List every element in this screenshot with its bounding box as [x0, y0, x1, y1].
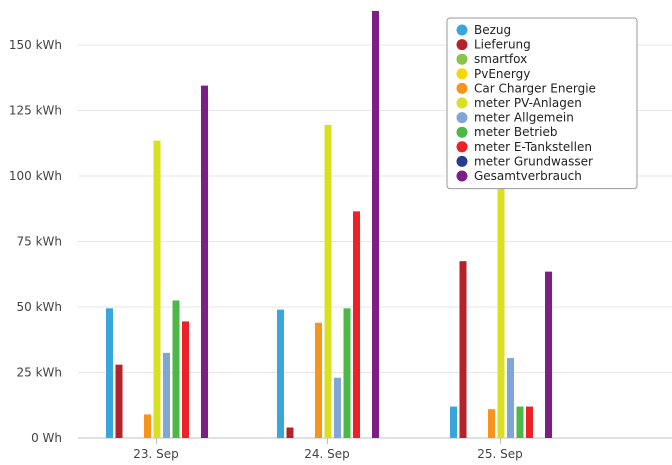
bar-meter-betrieb-2[interactable] — [516, 406, 524, 438]
legend-item-label[interactable]: PvEnergy — [474, 67, 530, 81]
bar-gesamtverbrauch-0[interactable] — [201, 85, 208, 439]
y-tick-label: 50 kWh — [16, 300, 62, 314]
bar-bezug-2[interactable] — [450, 406, 457, 438]
bar-meter-e-tankstellen-1[interactable] — [353, 211, 360, 438]
y-tick-label: 25 kWh — [16, 366, 62, 380]
legend-item-label[interactable]: smartfox — [474, 52, 527, 66]
bar-car-charger-energie-1[interactable] — [315, 322, 322, 438]
legend-marker — [456, 68, 468, 80]
legend-marker — [456, 155, 468, 167]
bar-meter-pv-anlagen-1[interactable] — [324, 124, 332, 438]
x-tick-label: 23. Sep — [133, 447, 179, 461]
legend-item-label[interactable]: meter Grundwasser — [474, 154, 593, 168]
legend-item-label[interactable]: Car Charger Energie — [474, 81, 596, 95]
legend-marker — [456, 24, 468, 36]
legend-item-label[interactable]: meter PV-Anlagen — [474, 96, 582, 110]
y-tick-label: 100 kWh — [9, 169, 62, 183]
bar-lieferung-1[interactable] — [286, 427, 294, 438]
bar-gesamtverbrauch-2[interactable] — [545, 271, 552, 438]
x-axis-tick-labels: 23. Sep 24. Sep 25. Sep — [133, 438, 523, 461]
y-tick-label: 125 kWh — [9, 104, 62, 118]
legend-item-label[interactable]: Bezug — [474, 23, 511, 37]
legend-marker — [456, 126, 468, 138]
y-tick-label: 150 kWh — [9, 38, 62, 52]
bar-meter-allgemein-0[interactable] — [163, 352, 170, 438]
bar-lieferung-2[interactable] — [459, 261, 467, 438]
legend-marker — [456, 82, 468, 94]
bar-car-charger-energie-0[interactable] — [144, 414, 151, 438]
bar-bezug-0[interactable] — [106, 308, 113, 438]
legend-marker — [456, 39, 468, 51]
legend-box — [446, 17, 638, 190]
bar-meter-allgemein-1[interactable] — [334, 377, 341, 438]
legend-item-label[interactable]: meter Betrieb — [474, 125, 558, 139]
legend-marker — [456, 112, 468, 124]
legend-item-label[interactable]: meter E-Tankstellen — [474, 140, 592, 154]
bar-car-charger-energie-2[interactable] — [488, 409, 495, 438]
y-tick-label: 0 Wh — [31, 431, 62, 445]
bar-meter-pv-anlagen-2[interactable] — [497, 173, 505, 438]
legend-marker — [456, 53, 468, 65]
bar-lieferung-0[interactable] — [115, 364, 123, 438]
bar-meter-e-tankstellen-2[interactable] — [526, 406, 533, 438]
bar-bezug-1[interactable] — [277, 309, 284, 438]
legend-item-label[interactable]: Lieferung — [474, 38, 531, 52]
y-axis-tick-labels: 0 Wh 25 kWh 50 kWh 75 kWh 100 kWh 125 kWh 150 … — [9, 38, 62, 445]
bar-meter-betrieb-0[interactable] — [172, 300, 180, 438]
bars — [106, 10, 552, 439]
legend-item-label[interactable]: Gesamtverbrauch — [474, 169, 582, 183]
legend-item-label[interactable]: meter Allgemein — [474, 111, 574, 125]
bar-meter-betrieb-1[interactable] — [343, 308, 351, 438]
x-tick-label: 25. Sep — [477, 447, 523, 461]
bar-meter-allgemein-2[interactable] — [507, 358, 514, 438]
bar-meter-e-tankstellen-0[interactable] — [182, 321, 189, 438]
legend-marker — [456, 97, 468, 109]
legend-marker — [456, 141, 468, 153]
bar-meter-pv-anlagen-0[interactable] — [153, 140, 161, 438]
y-tick-label: 75 kWh — [16, 235, 62, 249]
legend-marker — [456, 170, 468, 182]
bar-gesamtverbrauch-1[interactable] — [372, 10, 379, 438]
x-tick-label: 24. Sep — [304, 447, 350, 461]
